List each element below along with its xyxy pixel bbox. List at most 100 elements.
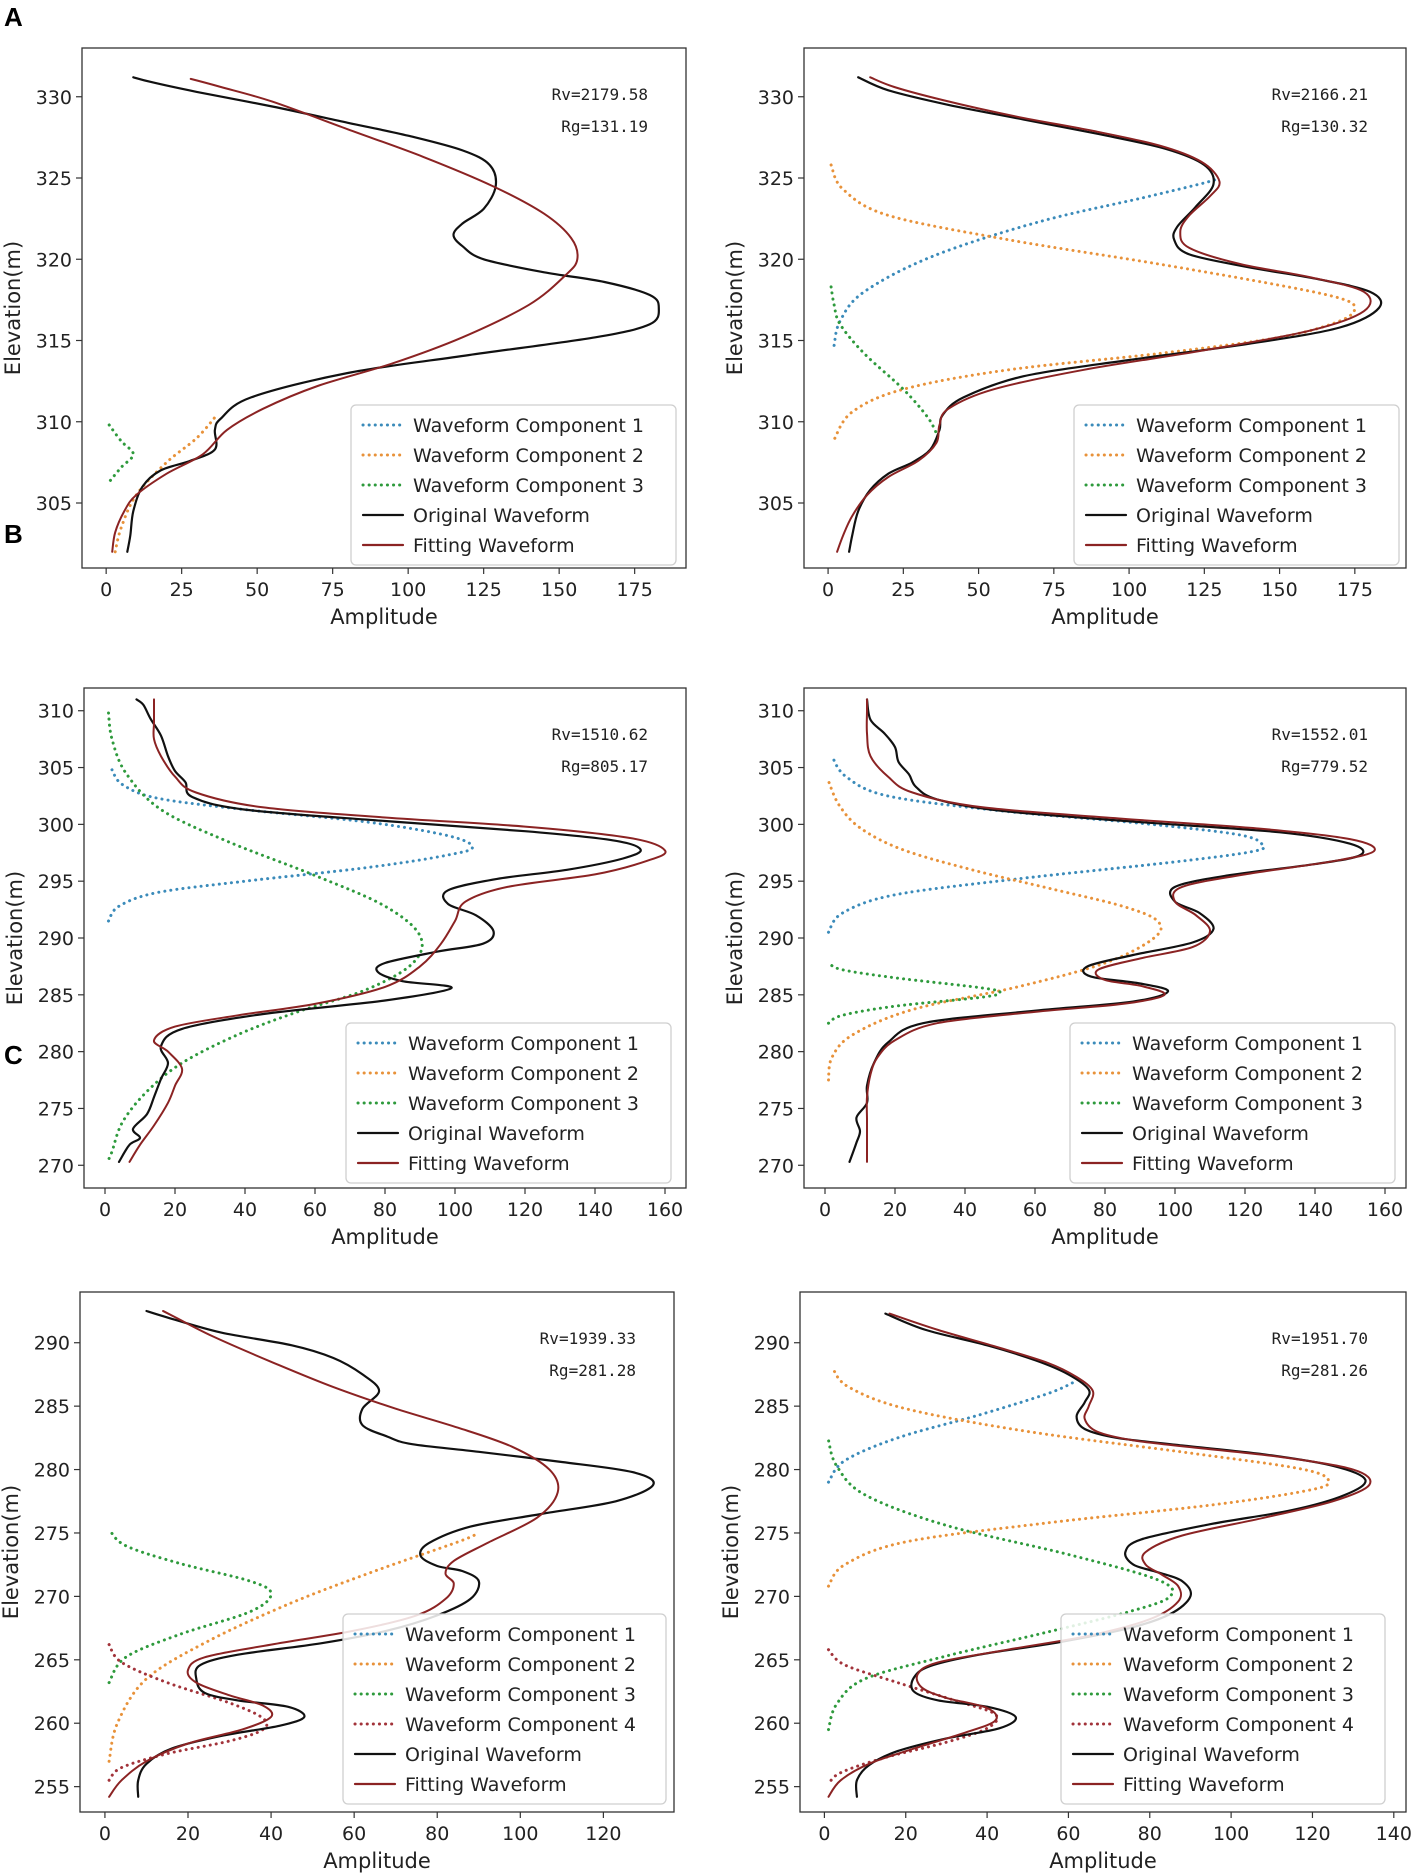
legend-label: Waveform Component 1 (408, 1033, 639, 1055)
y-tick-label: 300 (758, 814, 794, 836)
x-tick-label: 140 (1376, 1823, 1412, 1845)
legend-label: Fitting Waveform (408, 1153, 570, 1175)
series-line-fitting (836, 76, 1372, 553)
x-tick-label: 40 (233, 1199, 257, 1221)
x-tick-label: 100 (390, 579, 426, 601)
x-tick-label: 40 (975, 1823, 999, 1845)
y-tick-label: 275 (38, 1098, 74, 1120)
y-tick-label: 270 (758, 1155, 794, 1177)
x-tick-label: 100 (1111, 579, 1147, 601)
panel-letter-b: B (4, 519, 23, 549)
chart-B-right: 0 20 40 60 80 100 120 140 160 270 275 280 285 290 295 3… (723, 687, 1407, 1249)
x-tick-label: 80 (425, 1823, 449, 1845)
series-line-component-3 (829, 285, 938, 435)
y-tick-label: 325 (758, 168, 794, 190)
x-tick-label: 75 (1042, 579, 1066, 601)
y-tick-label: 265 (754, 1650, 790, 1672)
x-tick-label: 120 (1294, 1823, 1330, 1845)
legend: Waveform Component 1 Waveform Component 2… (1073, 404, 1400, 566)
y-tick-label: 260 (754, 1713, 790, 1735)
x-axis-label: Amplitude (1049, 1849, 1157, 1873)
x-tick-label: 60 (1023, 1199, 1047, 1221)
annotation-rg: Rg=779.52 (1281, 757, 1368, 776)
legend-box (342, 1613, 667, 1805)
legend-label: Waveform Component 3 (1132, 1093, 1363, 1115)
y-tick-label: 260 (34, 1713, 70, 1735)
series-line-component-2 (827, 1366, 1331, 1588)
x-tick-label: 160 (647, 1199, 683, 1221)
y-tick-label: 285 (38, 985, 74, 1007)
annotation-rg: Rg=130.32 (1281, 117, 1368, 136)
legend-label: Original Waveform (408, 1123, 585, 1145)
x-tick-label: 20 (176, 1823, 200, 1845)
x-tick-label: 50 (245, 579, 269, 601)
series-line-component-3 (107, 1527, 273, 1685)
chart-C-right: 0 20 40 60 80 100 120 140 255 260 265 270 275 280 285 2… (719, 1291, 1412, 1873)
x-tick-label: 175 (1337, 579, 1373, 601)
legend-label: Waveform Component 3 (1136, 475, 1367, 497)
x-tick-label: 75 (321, 579, 345, 601)
x-axis-label: Amplitude (1051, 605, 1159, 629)
x-tick-label: 120 (1227, 1199, 1263, 1221)
x-tick-label: 0 (100, 579, 112, 601)
y-tick-label: 280 (38, 1042, 74, 1064)
x-tick-label: 140 (577, 1199, 613, 1221)
legend-label: Waveform Component 2 (413, 445, 644, 467)
legend-label: Waveform Component 1 (1132, 1033, 1363, 1055)
series-line-fitting (108, 1310, 560, 1798)
series-line-component-4 (107, 1643, 269, 1782)
x-tick-label: 25 (170, 579, 194, 601)
x-tick-label: 150 (541, 579, 577, 601)
series-line-component-1 (827, 754, 1266, 934)
x-tick-label: 50 (966, 579, 990, 601)
series-line-original (126, 76, 660, 553)
legend-label: Waveform Component 2 (408, 1063, 639, 1085)
y-tick-label: 255 (34, 1777, 70, 1799)
y-tick-label: 290 (758, 928, 794, 950)
legend-label: Waveform Component 2 (1136, 445, 1367, 467)
legend-label: Original Waveform (413, 505, 590, 527)
y-tick-label: 280 (34, 1460, 70, 1482)
y-tick-label: 290 (34, 1333, 70, 1355)
chart-A-right: 0 25 50 75 100 125 150 175 305 310 315 320 325 330 Amp… (723, 47, 1407, 629)
series-line-original (848, 76, 1383, 553)
x-tick-label: 120 (585, 1823, 621, 1845)
legend-box (1073, 404, 1400, 566)
annotation-rg: Rg=281.26 (1281, 1361, 1368, 1380)
x-tick-label: 125 (1186, 579, 1222, 601)
legend-box (345, 1022, 672, 1184)
x-axis-label: Amplitude (323, 1849, 431, 1873)
series-line-original (854, 1312, 1367, 1798)
legend-label: Original Waveform (405, 1744, 582, 1766)
x-tick-label: 0 (99, 1823, 111, 1845)
series-line-component-3 (107, 711, 424, 1162)
y-axis-label: Elevation(m) (1, 241, 25, 375)
y-tick-label: 285 (34, 1396, 70, 1418)
y-tick-label: 255 (754, 1777, 790, 1799)
legend-label: Waveform Component 2 (1123, 1654, 1354, 1676)
y-tick-label: 290 (38, 928, 74, 950)
series-line-component-3 (107, 423, 135, 484)
legend-label: Waveform Component 4 (405, 1714, 636, 1736)
legend-box (350, 404, 677, 566)
legend: Waveform Component 1 Waveform Component 2… (350, 404, 677, 566)
legend-label: Waveform Component 3 (405, 1684, 636, 1706)
y-tick-label: 310 (758, 412, 794, 434)
series-line-fitting (865, 698, 1376, 1163)
y-tick-label: 315 (36, 331, 72, 353)
annotation-rg: Rg=281.28 (549, 1361, 636, 1380)
legend-label: Fitting Waveform (1123, 1774, 1285, 1796)
y-tick-label: 330 (36, 87, 72, 109)
annotation-rg: Rg=805.17 (561, 757, 648, 776)
x-tick-label: 80 (1093, 1199, 1117, 1221)
y-tick-label: 305 (758, 493, 794, 515)
legend-label: Waveform Component 4 (1123, 1714, 1354, 1736)
y-axis-label: Elevation(m) (723, 241, 747, 375)
x-tick-label: 60 (1056, 1823, 1080, 1845)
y-tick-label: 270 (38, 1155, 74, 1177)
x-tick-label: 20 (163, 1199, 187, 1221)
x-tick-label: 0 (99, 1199, 111, 1221)
x-tick-label: 175 (617, 579, 653, 601)
x-tick-label: 100 (502, 1823, 538, 1845)
